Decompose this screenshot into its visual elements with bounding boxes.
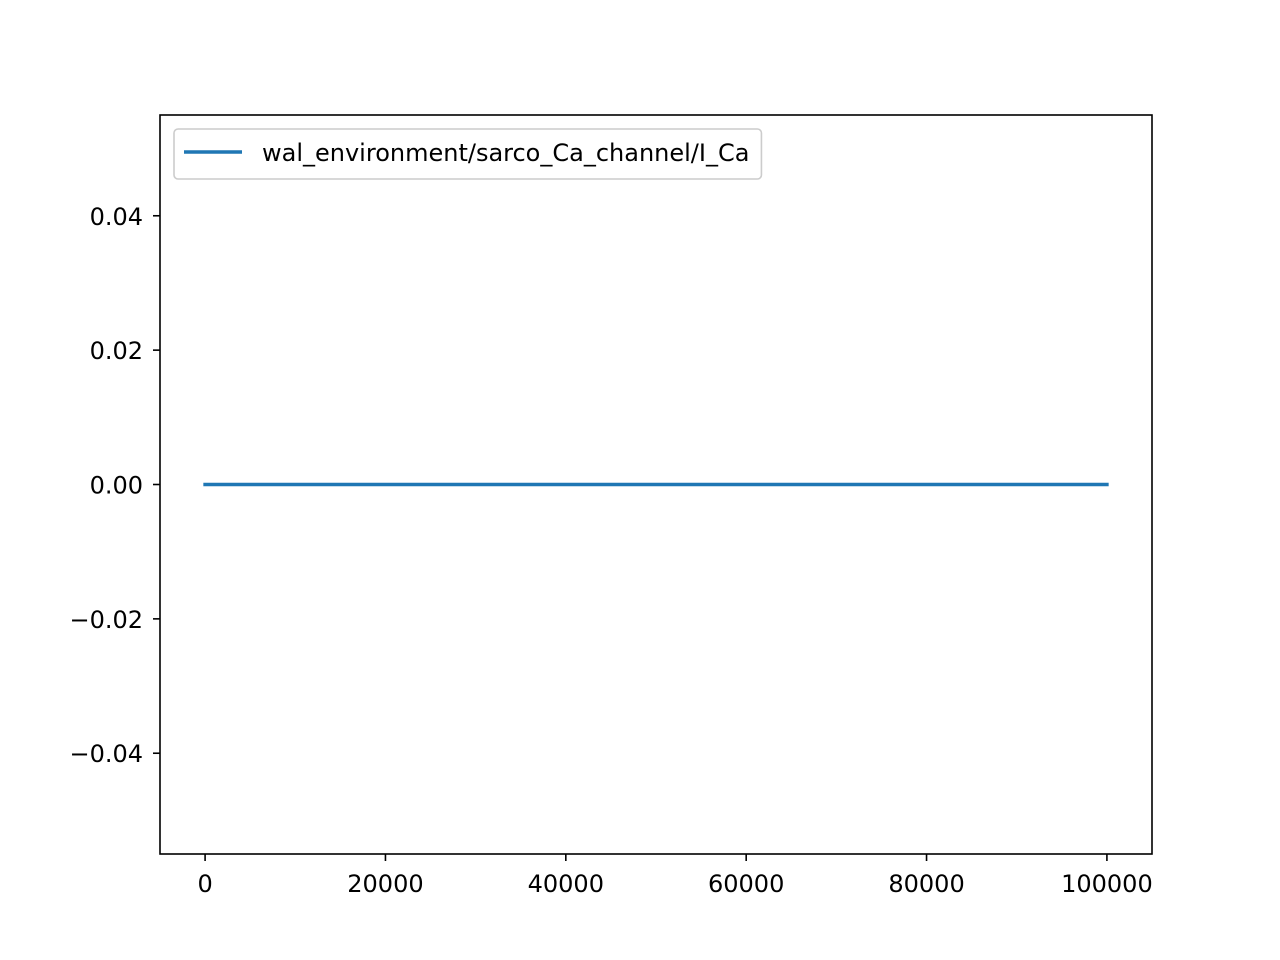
x-tick-label: 80000 bbox=[888, 870, 964, 898]
legend: wal_environment/sarco_Ca_channel/I_Ca bbox=[173, 128, 763, 180]
x-tick-label: 100000 bbox=[1061, 870, 1153, 898]
y-tick-label: 0.04 bbox=[90, 203, 143, 231]
y-tick-label: −0.04 bbox=[69, 740, 143, 768]
x-tick-label: 0 bbox=[197, 870, 212, 898]
y-tick-label: 0.00 bbox=[90, 472, 143, 500]
x-tick-label: 60000 bbox=[708, 870, 784, 898]
x-axis-ticks: 0 20000 40000 60000 80000 100000 bbox=[197, 854, 1153, 898]
plot-frame bbox=[159, 114, 1153, 855]
y-tick-label: −0.02 bbox=[69, 606, 143, 634]
x-tick-label: 40000 bbox=[528, 870, 604, 898]
y-tick-label: 0.02 bbox=[90, 337, 143, 365]
x-tick-label: 20000 bbox=[347, 870, 423, 898]
legend-label: wal_environment/sarco_Ca_channel/I_Ca bbox=[262, 139, 749, 167]
y-axis-ticks: −0.04 −0.02 0.00 0.02 0.04 bbox=[69, 203, 160, 768]
legend-box bbox=[173, 128, 763, 180]
